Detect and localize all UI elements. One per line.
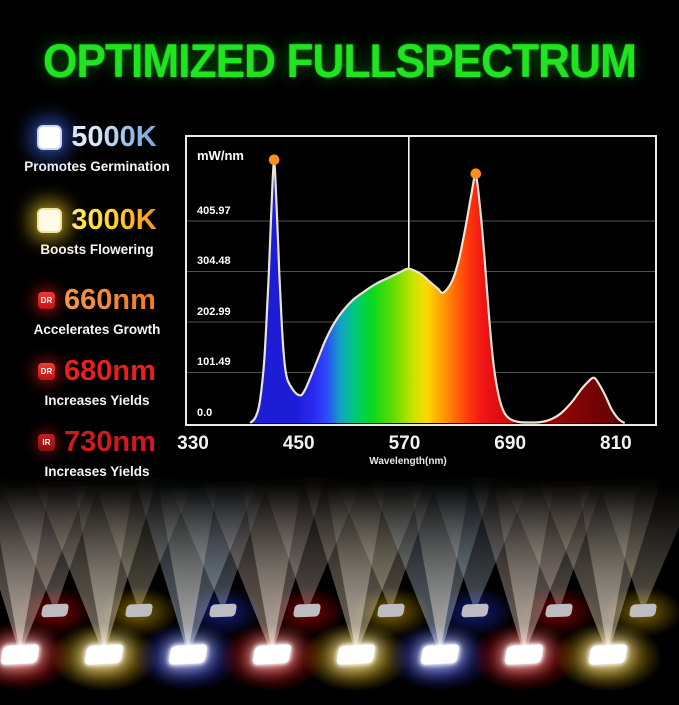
y-tick-label: 0.0 (197, 407, 213, 419)
legend-item-730nm: IR 730nm Increases Yields (10, 428, 184, 479)
legend-label-730nm: 730nm (64, 426, 156, 458)
spectrum-curve (187, 137, 655, 424)
deep-red-badge-icon: DR (38, 363, 56, 380)
x-tick-label: 810 (600, 433, 632, 454)
led-chip (588, 644, 628, 665)
x-tick-label: 570 (388, 433, 421, 454)
legend-desc-3000k: Boosts Flowering (40, 242, 154, 257)
x-tick-label: 330 (177, 433, 209, 454)
legend-desc-680nm: Increases Yields (44, 393, 150, 408)
legend-label-660nm: 660nm (64, 284, 156, 316)
legend-label-3000k: 3000K (71, 204, 157, 236)
legend-item-660nm: DR 660nm Accelerates Growth (10, 284, 184, 338)
legend-label-680nm: 680nm (64, 355, 156, 387)
deep-red-badge-icon: DR (38, 292, 56, 309)
warm-3000k-swatch-icon (37, 208, 63, 233)
legend-desc-5000k: Promotes Germination (24, 159, 170, 174)
page-title: OPTIMIZED FULLSPECTRUM (43, 34, 637, 87)
legend-item-5000k: 5000K Promotes Germination (10, 121, 184, 175)
legend-item-3000k: 3000K Boosts Flowering (10, 206, 184, 257)
x-tick-label: 690 (494, 433, 527, 454)
y-axis-unit-label: mW/nm (197, 148, 244, 163)
x-tick-label: 450 (282, 433, 315, 454)
x-axis-title: Wavelength(nm) (369, 456, 447, 467)
legend-label-5000k: 5000K (71, 121, 157, 153)
legend-desc-660nm: Accelerates Growth (33, 322, 161, 337)
legend-item-680nm: DR 680nm Increases Yields (10, 357, 184, 408)
y-tick-label: 101.49 (197, 356, 231, 369)
white-5000k-swatch-icon (37, 125, 63, 150)
y-tick-label: 202.99 (197, 305, 231, 318)
y-tick-label: 304.48 (197, 255, 231, 268)
spectrum-chart-frame: mW/nm 405.97 304.48 202.99 101.49 0.0 (185, 135, 657, 426)
y-tick-label: 405.97 (197, 204, 231, 217)
legend-desc-730nm: Increases Yields (44, 464, 150, 479)
infrared-badge-icon: IR (38, 434, 56, 451)
